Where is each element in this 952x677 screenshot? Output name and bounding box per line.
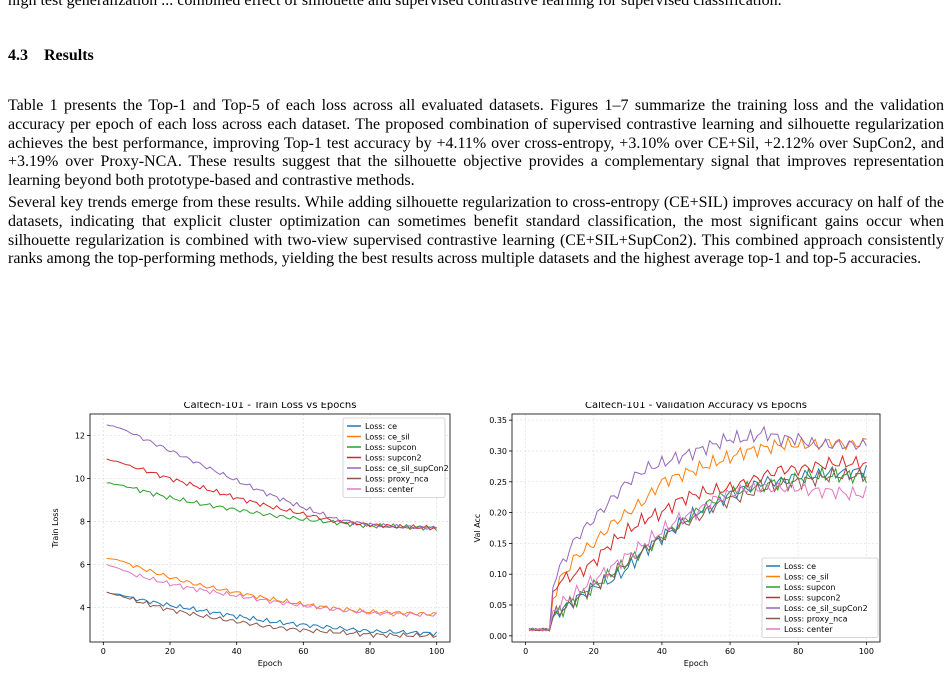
legend-label: Loss: ce: [784, 562, 816, 571]
y-tick-label: 0.35: [489, 416, 507, 425]
series-line-center: [106, 563, 438, 618]
results-paragraph-1: Table 1 presents the Top-1 and Top-5 of …: [8, 97, 944, 190]
x-tick-label: 60: [298, 647, 308, 656]
series-line-proxy-nca: [528, 466, 867, 632]
series-line-center: [528, 481, 867, 632]
section-heading: 4.3 Results: [8, 46, 94, 66]
legend-label: Loss: ce: [365, 422, 397, 431]
legend-label: Loss: ce_sil_supCon2: [365, 464, 449, 473]
series-line-proxy-nca: [106, 591, 437, 639]
train-loss-chart: Caltech-101 - Train Loss vs Epochs 0 20 40 6…: [51, 400, 451, 668]
y-tick-label: 0.00: [489, 632, 507, 641]
x-tick-label: 0: [523, 647, 528, 656]
series-line-supcon2: [106, 458, 437, 531]
x-tick-label: 80: [365, 647, 375, 656]
y-axis-label: Train Loss: [51, 508, 60, 548]
x-tick-label: 100: [429, 647, 444, 656]
y-tick-label: 4: [80, 604, 85, 613]
legend-label: Loss: ce_sil_supCon2: [784, 604, 868, 613]
y-tick-label: 0.05: [489, 601, 507, 610]
x-tick-label: 80: [793, 647, 803, 656]
y-tick-label: 0.30: [489, 447, 507, 456]
x-tick-label: 40: [657, 647, 667, 656]
plot-frame: [511, 413, 881, 643]
series-line-ce-sil-supCon2: [106, 424, 437, 530]
y-tick-label: 0.10: [489, 570, 507, 579]
x-tick-label: 20: [165, 647, 175, 656]
x-axis-label: Epoch: [684, 659, 709, 668]
x-tick-label: 20: [589, 647, 599, 656]
legend-label: Loss: center: [784, 625, 833, 634]
series-line-ce-sil: [106, 558, 437, 616]
legend-label: Loss: ce_sil: [365, 433, 410, 442]
legend-label: Loss: supcon: [784, 583, 835, 592]
y-tick-label: 12: [75, 432, 85, 441]
legend-label: Loss: ce_sil: [784, 573, 829, 582]
legend-label: Loss: supcon2: [784, 594, 841, 603]
legend-label: Loss: proxy_nca: [365, 475, 429, 484]
legend-label: Loss: center: [365, 485, 414, 494]
legend-box: [342, 417, 446, 498]
results-paragraph-2: Several key trends emerge from these res…: [8, 194, 944, 268]
y-tick-label: 0.20: [489, 509, 507, 518]
legend-label: Loss: proxy_nca: [784, 615, 848, 624]
section-title: Results: [44, 47, 94, 64]
val-acc-chart: Caltech-101 - Validation Accuracy vs Epo…: [473, 400, 881, 668]
legend-label: Loss: supcon2: [365, 454, 422, 463]
y-tick-label: 10: [75, 475, 85, 484]
x-tick-label: 60: [725, 647, 735, 656]
val-acc-figure: Caltech-101 - Validation Accuracy vs Epo…: [470, 400, 890, 672]
y-tick-label: 0.25: [489, 478, 507, 487]
chart-title: Caltech-101 - Train Loss vs Epochs: [184, 402, 357, 411]
series-line-supcon2: [528, 454, 867, 631]
legend-box: [761, 557, 879, 638]
legend-label: Loss: supcon: [365, 443, 416, 452]
clipped-previous-line: high test generalization ... combined ef…: [8, 0, 782, 9]
section-number: 4.3: [8, 47, 28, 64]
chart-title: Caltech-101 - Validation Accuracy vs Epo…: [585, 402, 807, 411]
series-line-ce-sil-supCon2: [528, 425, 867, 631]
series-line-ce: [106, 591, 438, 637]
series-line-supcon: [528, 465, 867, 632]
series-line-ce-sil: [528, 436, 867, 632]
x-axis-label: Epoch: [258, 659, 283, 668]
plot-frame: [89, 413, 451, 643]
x-tick-label: 100: [859, 647, 874, 656]
y-tick-label: 6: [80, 561, 85, 570]
y-axis-label: Val Acc: [473, 514, 482, 543]
y-tick-label: 0.15: [489, 539, 507, 548]
x-tick-label: 0: [101, 647, 106, 656]
train-loss-figure: Caltech-101 - Train Loss vs Epochs 0 20 40 6…: [50, 400, 460, 672]
x-tick-label: 40: [232, 647, 242, 656]
y-tick-label: 8: [80, 518, 85, 527]
